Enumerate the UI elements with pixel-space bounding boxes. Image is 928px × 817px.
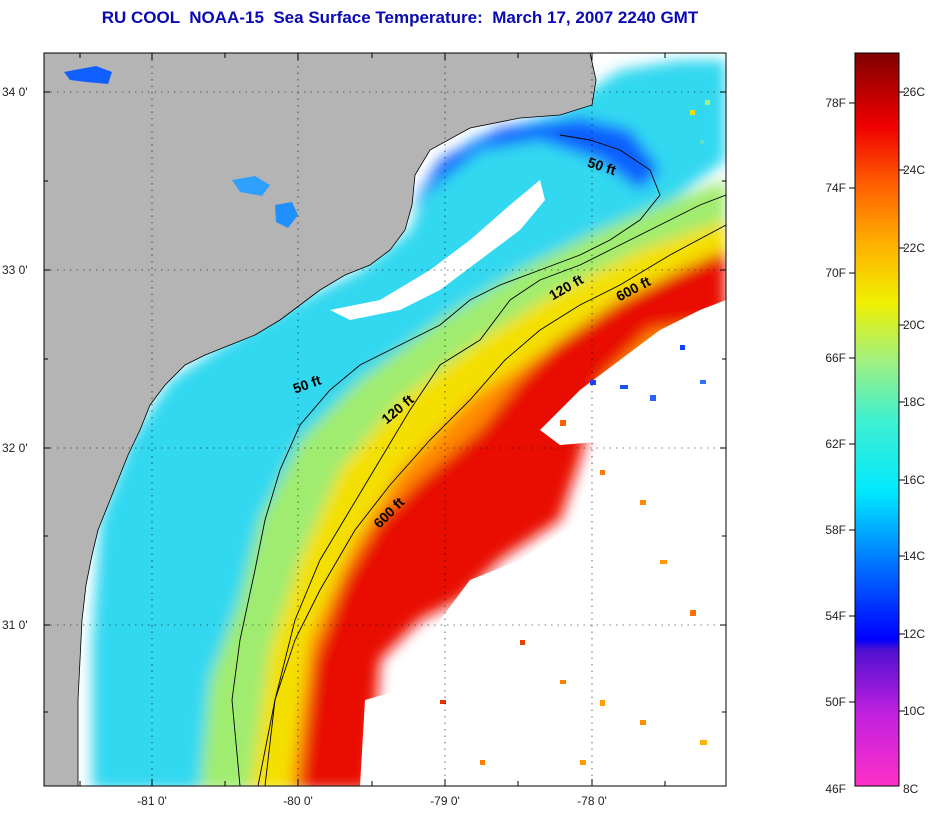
cbar-c-14: 14C [903,549,925,563]
frame-ticks [44,53,726,786]
lat-label-32: 32 0' [2,441,28,455]
sst-blue-bay [410,118,660,210]
land-mass [44,53,597,786]
cbar-f-46: 46F [825,782,846,796]
cbar-c-20: 20C [903,318,925,332]
cbar-c-12: 12C [903,627,925,641]
cloud-patches [330,180,726,786]
lat-label-34: 34 0' [2,85,28,99]
contour-50ft [231,134,661,786]
sst-map: 50 ft 50 ft 120 ft 120 ft 600 ft 600 ft [44,53,726,786]
lon-label-80: -80 0' [283,794,313,808]
color-bar-gradient [854,52,900,787]
sst-scatter [440,100,710,765]
map-title: RU COOL NOAA-15 Sea Surface Temperature:… [101,8,699,27]
lake-inland-nw [64,66,112,84]
cbar-c-10: 10C [903,704,925,718]
contour-120ft [264,194,726,786]
lake-marion [232,176,270,196]
color-bar: 78F 74F 70F 66F 62F 58F 54F 50F 46F 26C … [825,52,925,796]
sst-green-band [200,180,726,786]
cbar-f-58: 58F [825,523,846,537]
lon-label-78: -78 0' [577,794,607,808]
map-frame [43,52,727,787]
sst-yellow-band [250,220,726,786]
cbar-f-78: 78F [825,96,846,110]
cbar-c-24: 24C [903,163,925,177]
lat-label-31: 31 0' [2,618,28,632]
cbar-c-8: 8C [903,782,919,796]
cbar-f-50: 50F [825,695,846,709]
sst-red-gulfstream [300,250,726,786]
cbar-f-70: 70F [825,266,846,280]
cbar-c-26: 26C [903,85,925,99]
contour-600ft [257,224,726,786]
lat-label-33: 33 0' [2,263,28,277]
cbar-f-66: 66F [825,351,846,365]
color-bar-ticks [849,91,905,712]
cbar-f-62: 62F [825,437,846,451]
cbar-c-16: 16C [903,473,925,487]
cbar-c-18: 18C [903,395,925,409]
cbar-f-54: 54F [825,609,846,623]
cbar-f-74: 74F [825,181,846,195]
sst-cool-nearshore [92,60,726,786]
lon-label-81: -81 0' [137,794,167,808]
cbar-c-22: 22C [903,241,925,255]
lake-moultrie [275,202,298,228]
lon-label-79: -79 0' [430,794,460,808]
